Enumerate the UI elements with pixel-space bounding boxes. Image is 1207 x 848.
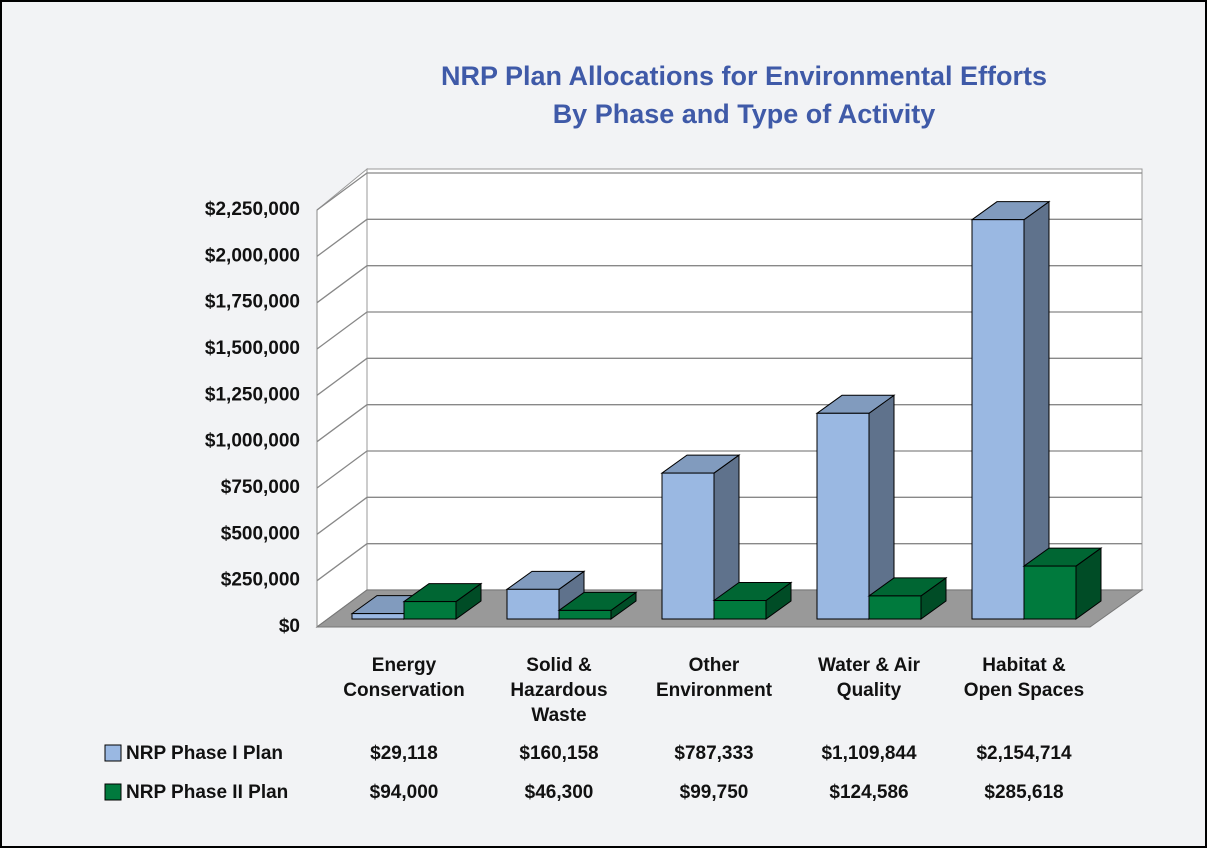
- grid-line: [316, 311, 1142, 350]
- table-value: $1,109,844: [821, 743, 917, 764]
- table-value: $29,118: [370, 743, 438, 764]
- table-value: $124,586: [829, 782, 908, 803]
- y-tick-label: $750,000: [221, 477, 300, 498]
- bar: [506, 588, 560, 620]
- y-tick-label: $250,000: [221, 570, 300, 591]
- bar: [1023, 565, 1077, 620]
- grid-line: [316, 218, 1142, 257]
- table-value: $2,154,714: [976, 743, 1072, 764]
- chart-subtitle: By Phase and Type of Activity: [553, 99, 936, 129]
- table-value: $160,158: [519, 743, 598, 764]
- y-tick-label: $1,750,000: [205, 292, 300, 313]
- bar: [661, 472, 715, 620]
- bar: [403, 601, 457, 620]
- bar: [816, 412, 870, 620]
- table-value: $285,618: [984, 782, 1063, 803]
- chart-title: NRP Plan Allocations for Environmental E…: [441, 61, 1047, 91]
- legend-swatch: [104, 783, 122, 801]
- y-tick-label: $0: [279, 616, 300, 637]
- table-value: $99,750: [680, 782, 749, 803]
- table-value: $94,000: [370, 782, 439, 803]
- x-tick-label: Solid & Hazardous Waste: [510, 655, 608, 726]
- grid-line: [316, 357, 1142, 396]
- x-tick-label: Habitat & Open Spaces: [963, 655, 1085, 701]
- y-tick-label: $2,000,000: [205, 245, 300, 266]
- bar: [351, 613, 405, 620]
- table-value: $46,300: [525, 782, 594, 803]
- legend-swatch: [104, 744, 122, 762]
- y-tick-label: $1,250,000: [205, 384, 300, 405]
- bar: [713, 600, 767, 620]
- y-tick-label: $1,500,000: [205, 338, 300, 359]
- x-tick-label: Energy Conservation: [343, 655, 465, 701]
- y-tick-label: $1,000,000: [205, 431, 300, 452]
- table-value: $787,333: [674, 743, 753, 764]
- bar: [971, 219, 1025, 620]
- grid-line: [316, 265, 1142, 304]
- bar: [868, 595, 922, 620]
- legend-label: NRP Phase I Plan: [126, 743, 283, 764]
- legend-label: NRP Phase II Plan: [126, 782, 288, 803]
- x-tick-label: Other Environment: [655, 655, 773, 701]
- x-tick-label: Water & Air Quality: [817, 655, 921, 701]
- bar: [558, 609, 612, 620]
- y-tick-label: $500,000: [221, 523, 300, 544]
- y-tick-label: $2,250,000: [205, 199, 300, 220]
- grid-line: [316, 172, 1142, 211]
